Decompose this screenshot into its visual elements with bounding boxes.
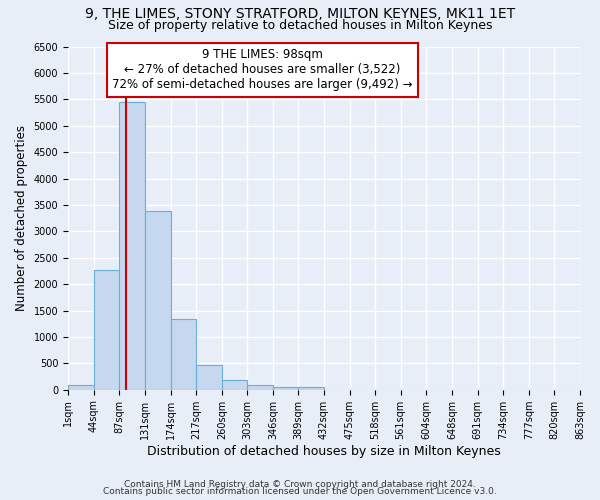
Bar: [119, 102, 145, 390]
Text: 9 THE LIMES: 98sqm
← 27% of detached houses are smaller (3,522)
72% of semi-deta: 9 THE LIMES: 98sqm ← 27% of detached hou…: [112, 48, 413, 91]
Bar: [196, 364, 222, 390]
Text: Size of property relative to detached houses in Milton Keynes: Size of property relative to detached ho…: [108, 18, 492, 32]
Bar: [94, 270, 119, 390]
X-axis label: Distribution of detached houses by size in Milton Keynes: Distribution of detached houses by size …: [147, 444, 501, 458]
Y-axis label: Number of detached properties: Number of detached properties: [15, 125, 28, 311]
Bar: [247, 386, 273, 390]
Bar: [222, 380, 247, 390]
Bar: [273, 386, 298, 390]
Bar: [171, 320, 196, 390]
Text: 9, THE LIMES, STONY STRATFORD, MILTON KEYNES, MK11 1ET: 9, THE LIMES, STONY STRATFORD, MILTON KE…: [85, 8, 515, 22]
Text: Contains public sector information licensed under the Open Government Licence v3: Contains public sector information licen…: [103, 487, 497, 496]
Bar: [298, 386, 324, 390]
Text: Contains HM Land Registry data © Crown copyright and database right 2024.: Contains HM Land Registry data © Crown c…: [124, 480, 476, 489]
Bar: [145, 211, 171, 390]
Bar: [68, 386, 94, 390]
